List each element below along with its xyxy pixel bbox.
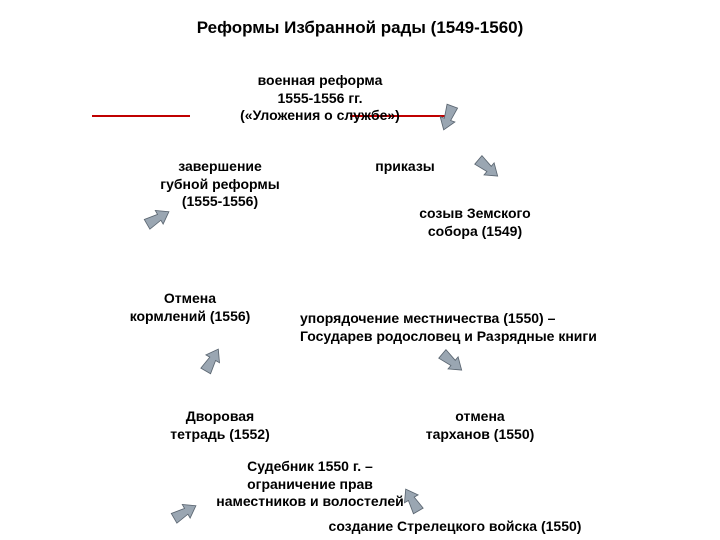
block-zemsky-sobor: созыв Земскогособора (1549) [365, 205, 585, 240]
page-title: Реформы Избранной рады (1549-1560) [0, 18, 720, 38]
block-prikazy: приказы [345, 158, 465, 176]
arrow-icon [474, 154, 502, 182]
block-mestnichestvo: упорядочение местничества (1550) – Госуд… [300, 310, 710, 345]
arrow-icon [198, 346, 226, 374]
arrow-icon [398, 486, 426, 514]
arrow-icon [171, 498, 199, 526]
block-streltsy: создание Стрелецкого войска (1550) [270, 518, 640, 536]
arrow-icon [434, 104, 462, 132]
underline-bar-left [92, 115, 190, 117]
block-military-reform: военная реформа1555-1556 гг.(«Уложения о… [190, 72, 450, 125]
block-otmena-tarkhanov: отменатарханов (1550) [390, 408, 570, 443]
arrow-icon [438, 348, 466, 376]
arrow-icon [144, 204, 172, 232]
block-otmena-kormleniy: Отменакормлений (1556) [90, 290, 290, 325]
block-dvorovaya-tetrad: Двороваятетрадь (1552) [130, 408, 310, 443]
